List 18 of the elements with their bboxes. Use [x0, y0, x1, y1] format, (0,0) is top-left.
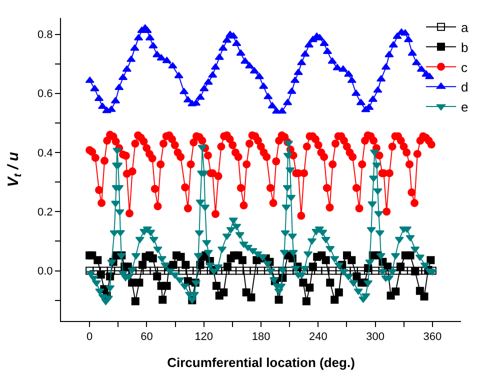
y-tick-label: 0.2 — [38, 206, 53, 218]
x-tick-label: 0 — [86, 331, 93, 344]
x-tick-label: 60 — [140, 331, 153, 344]
x-tick-label: 360 — [423, 331, 442, 344]
y-tick-label: 0.0 — [38, 266, 53, 278]
y-tick-label: 0.6 — [38, 88, 53, 100]
x-tick-label: 180 — [252, 331, 270, 344]
x-tick-label: 300 — [366, 331, 384, 344]
legend-label: c — [461, 60, 468, 75]
legend-label: d — [461, 80, 468, 95]
legend-label: a — [461, 20, 469, 35]
x-tick-label: 240 — [308, 331, 328, 344]
legend-label: e — [461, 100, 468, 115]
legend-label: b — [461, 40, 468, 55]
x-tick-label: 120 — [194, 331, 214, 344]
x-axis-title: Circumferential location (deg.) — [167, 354, 355, 370]
y-tick-label: 0.4 — [38, 147, 53, 160]
y-tick-label: 0.8 — [38, 29, 53, 42]
